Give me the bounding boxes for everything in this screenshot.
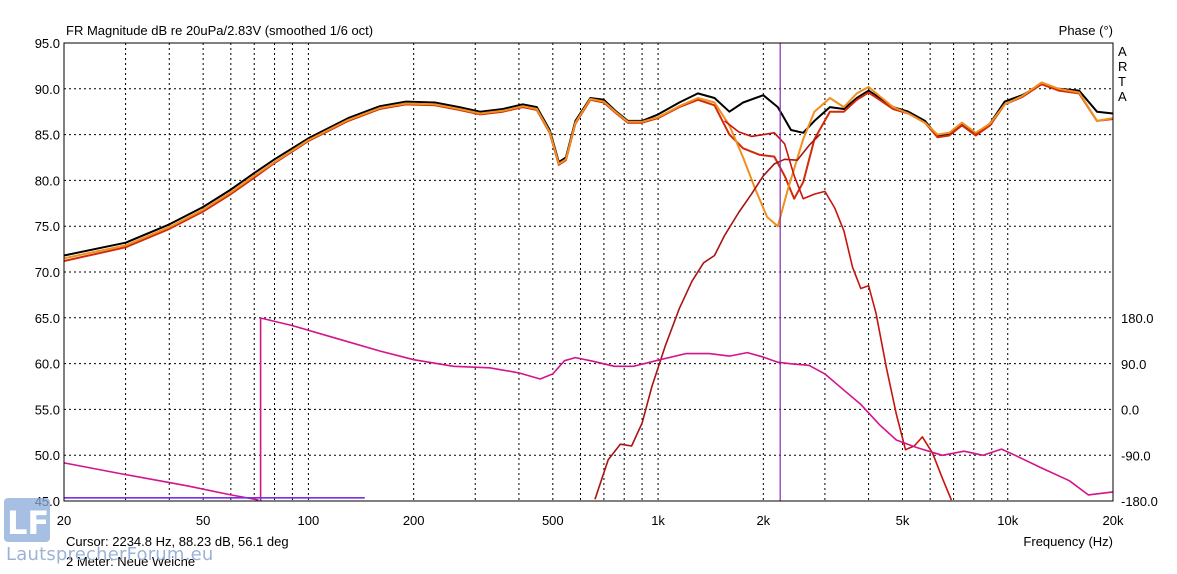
series-line-2 <box>63 81 1114 260</box>
y-tick-label: 65.0 <box>35 311 60 326</box>
x-tick-label: 100 <box>298 513 320 528</box>
y-tick-label: 70.0 <box>35 265 60 280</box>
y-tick-label: 80.0 <box>35 173 60 188</box>
x-tick-label: 1k <box>651 513 665 528</box>
x-tick-label: 5k <box>896 513 910 528</box>
grid <box>64 42 1113 502</box>
x-tick-label: 2k <box>756 513 770 528</box>
lf-logo-watermark: LF <box>4 498 50 542</box>
arta-letter-1: A <box>1118 44 1127 59</box>
arta-letter-4: A <box>1118 89 1127 104</box>
y-tick-label: 85.0 <box>35 128 60 143</box>
series-line-0 <box>63 83 1114 257</box>
chart-title: FR Magnitude dB re 20uPa/2.83V (smoothed… <box>66 23 373 38</box>
phase-tick-label: 0.0 <box>1121 403 1139 418</box>
x-tick-label: 500 <box>542 513 564 528</box>
y-tick-label: 50.0 <box>35 448 60 463</box>
x-tick-label: 20k <box>1103 513 1124 528</box>
x-tick-label: 20 <box>57 513 71 528</box>
x-tick-label: 50 <box>196 513 210 528</box>
y-tick-label: 90.0 <box>35 82 60 97</box>
phase-tick-label: 90.0 <box>1121 357 1146 372</box>
series-group <box>63 81 1114 501</box>
phase-axis-title: Phase (°) <box>1059 23 1113 38</box>
series-line-3 <box>594 134 821 500</box>
x-axis-label: Frequency (Hz) <box>1023 534 1113 549</box>
svg-text:LF: LF <box>7 504 49 542</box>
series-line-6 <box>259 317 1114 501</box>
y-tick-label: 95.0 <box>35 36 60 51</box>
series-line-1 <box>63 83 1114 262</box>
y-tick-label: 60.0 <box>35 357 60 372</box>
x-tick-label: 200 <box>403 513 425 528</box>
phase-tick-label: -180.0 <box>1121 494 1158 509</box>
arta-letter-3: T <box>1118 74 1126 89</box>
y-tick-label: 55.0 <box>35 402 60 417</box>
phase-tick-label: 180.0 <box>1121 311 1154 326</box>
footer-note: 2 Meter: Neue Weiche <box>66 554 195 569</box>
phase-tick-label: -90.0 <box>1121 448 1151 463</box>
cursor-readout: Cursor: 2234.8 Hz, 88.23 dB, 56.1 deg <box>66 534 289 549</box>
arta-letter-2: R <box>1118 59 1127 74</box>
plot-frame <box>63 42 1114 502</box>
series-line-5 <box>63 462 259 501</box>
watermark-text: LautsprecherForum.eu <box>6 544 214 565</box>
y-tick-label: 75.0 <box>35 219 60 234</box>
series-line-4 <box>724 120 953 501</box>
x-tick-label: 10k <box>997 513 1018 528</box>
